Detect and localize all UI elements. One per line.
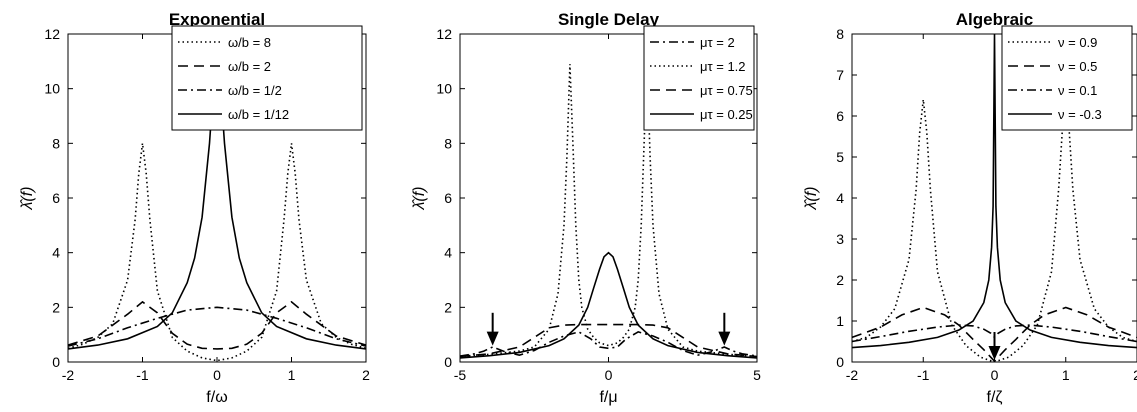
legend-label-1: ω/b = 8 [228,35,271,50]
y-tick-label: 6 [836,108,844,124]
legend-label-3: μτ = 0.75 [700,83,753,98]
y-tick-label: 2 [444,299,452,315]
y-tick-label: 7 [836,67,844,83]
legend-label-3: ω/b = 1/2 [228,83,282,98]
legend-label-4: μτ = 0.25 [700,107,753,122]
y-tick-label: 6 [52,190,60,206]
arrow-head [486,331,499,346]
y-tick-label: 0 [52,354,60,370]
y-tick-label: 8 [444,135,452,151]
chart-title: Algebraic [956,10,1033,29]
arrow-head [988,346,1001,360]
y-tick-label: 10 [436,81,452,97]
series-group [460,64,757,359]
series-group [68,34,366,362]
y-tick-label: 4 [444,245,452,261]
legend-label-4: ω/b = 1/12 [228,107,289,122]
y-tick-label: 1 [836,313,844,329]
x-tick-label: -2 [846,367,859,383]
x-tick-label: 0 [991,367,999,383]
y-tick-label: 6 [444,190,452,206]
legend: ω/b = 8 ω/b = 2 ω/b = 1/2 ω/b = 1/12 [171,25,363,131]
legend: ν = 0.9 ν = 0.5 ν = 0.1 ν = -0.3 [1001,25,1133,131]
x-tick-label: -1 [136,367,149,383]
y-tick-label: 0 [444,354,452,370]
legend-label-3: ν = 0.1 [1058,83,1097,98]
y-tick-label: 2 [836,272,844,288]
x-tick-label: -2 [62,367,75,383]
y-tick-label: 12 [436,26,452,42]
series-line-2 [68,300,366,350]
legend: μτ = 2 μτ = 1.2 μτ = 0.75 μτ = 0.25 [643,25,755,131]
y-tick-label: 3 [836,231,844,247]
legend-label-1: ν = 0.9 [1058,35,1097,50]
y-tick-label: 8 [52,135,60,151]
series-line-3 [460,323,757,358]
panel-3: -2 -1 0 1 2 0 1 2 3 4 5 6 7 8 Algebraic f/ζ λ̂(f) ν = 0.9… [803,10,1137,406]
legend-box [643,25,755,131]
legend-box [1001,25,1133,131]
arrow-head [718,331,731,346]
arrow-1 [486,312,499,346]
y-tick-label: 12 [44,26,60,42]
series-line-3 [68,306,366,347]
legend-label-4: ν = -0.3 [1058,107,1102,122]
y-tick-label: 2 [52,299,60,315]
x-axis-label: f/μ [599,389,617,406]
x-tick-label: -5 [454,367,467,383]
series-line-4 [460,251,757,359]
x-axis-label: f/ω [206,389,227,406]
y-tick-label: 8 [836,26,844,42]
arrow-1 [988,332,1001,360]
legend-label-1: μτ = 2 [700,35,735,50]
x-tick-label: -1 [917,367,930,383]
y-axis-label: λ̂(f) [803,187,820,211]
series-line-1 [460,331,757,357]
legend-box [171,25,363,131]
y-tick-label: 4 [52,245,60,261]
x-tick-label: 2 [1133,367,1137,383]
y-tick-label: 4 [836,190,844,206]
x-tick-label: 2 [362,367,370,383]
y-axis-label: λ̂(f) [19,187,36,211]
x-tick-label: 1 [1062,367,1070,383]
x-tick-label: 0 [213,367,221,383]
y-tick-label: 10 [44,81,60,97]
x-tick-label: 1 [288,367,296,383]
x-tick-label: 0 [605,367,613,383]
arrow-2 [718,312,731,346]
series-line-4 [68,34,366,350]
series-line-1 [852,99,1137,362]
x-tick-label: 5 [753,367,761,383]
chart-title: Single Delay [558,10,660,29]
y-axis-label: λ̂(f) [411,187,428,211]
x-axis-label: f/ζ [987,389,1003,406]
legend-label-2: ν = 0.5 [1058,59,1097,74]
series-line-2 [460,64,757,358]
series-line-4 [852,34,1137,349]
y-tick-label: 5 [836,149,844,165]
legend-label-2: μτ = 1.2 [700,59,746,74]
chart-title: Exponential [169,10,265,29]
legend-label-2: ω/b = 2 [228,59,271,74]
y-tick-label: 0 [836,354,844,370]
series-line-1 [68,143,366,362]
